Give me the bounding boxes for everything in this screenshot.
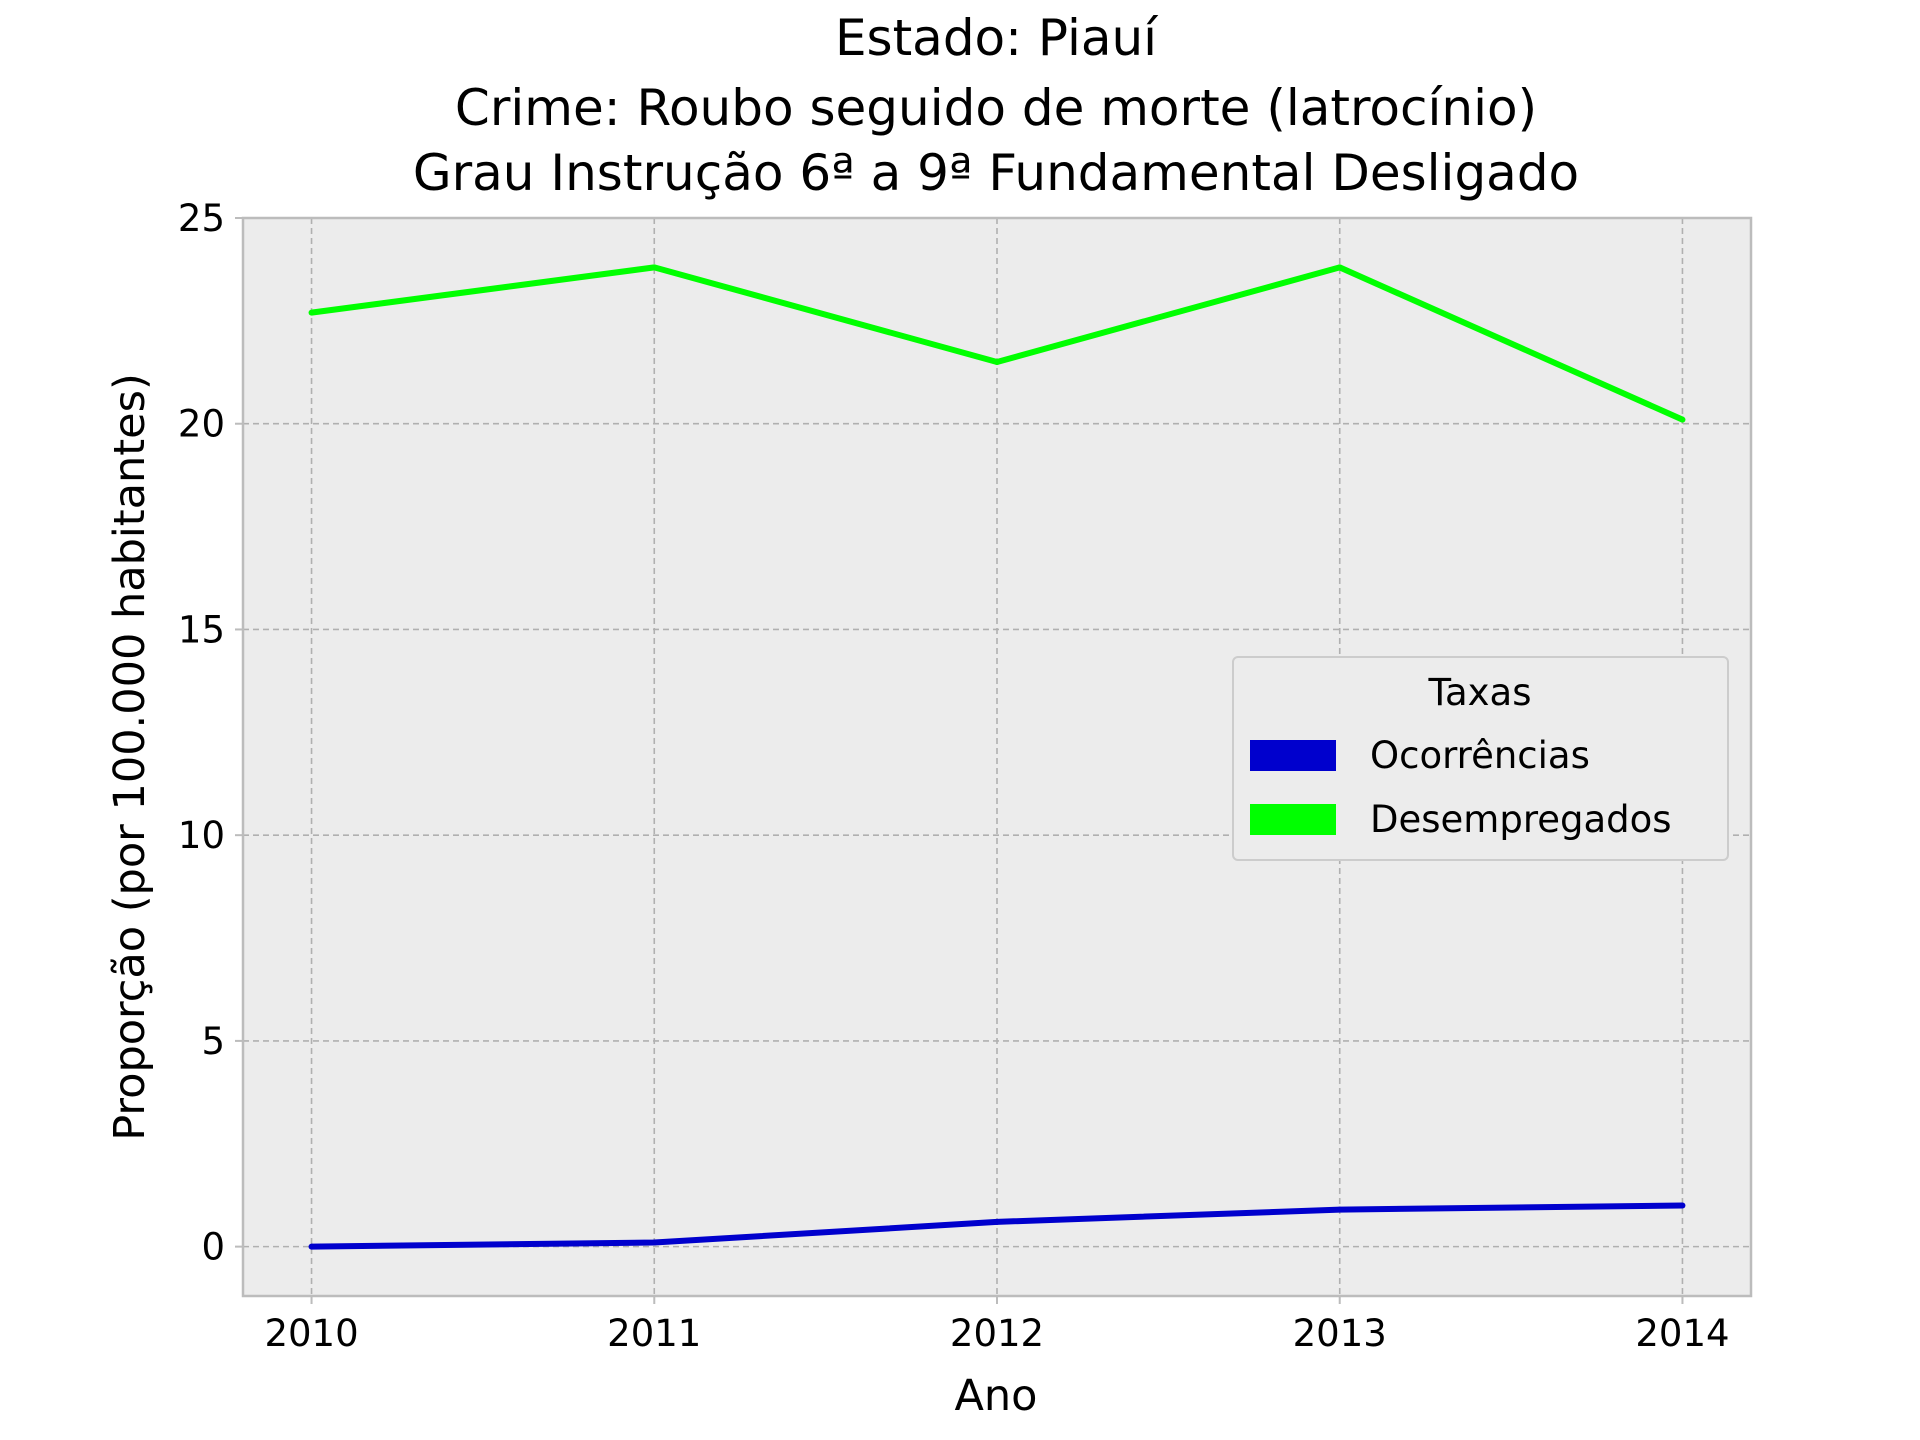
data-point-ocorrencias-2013	[1336, 1206, 1343, 1213]
legend-swatch-ocorrencias	[1250, 740, 1336, 771]
x-tick-label: 2014	[1635, 1312, 1729, 1355]
x-tick-label: 2011	[607, 1312, 701, 1355]
data-point-desempregados-2014	[1679, 416, 1686, 423]
y-tick-label: 20	[178, 403, 225, 446]
x-axis-ticks: 2010 2011 2012 2013 2014	[264, 1296, 1730, 1355]
y-axis-label: Proporção (por 100.000 habitantes)	[105, 373, 155, 1141]
series-layer	[308, 264, 1686, 1250]
y-axis-ticks: 0 5 10 15 20 25	[178, 197, 243, 1269]
y-tick-label: 10	[178, 814, 225, 857]
legend-box	[1232, 656, 1729, 861]
x-tick-label: 2010	[264, 1312, 358, 1355]
y-tick-label: 25	[178, 197, 225, 240]
data-point-desempregados-2012	[994, 359, 1000, 366]
x-axis-label: Ano	[955, 1371, 1038, 1421]
data-point-desempregados-2010	[308, 309, 315, 316]
chart-title: Estado: Piauí Crime: Roubo seguido de mo…	[413, 9, 1579, 202]
legend-swatch-desempregados	[1250, 804, 1336, 835]
title-line-3: Grau Instrução 6ª a 9ª Fundamental Desli…	[413, 144, 1579, 202]
data-point-ocorrencias-2012	[994, 1218, 1000, 1225]
x-tick-label: 2012	[950, 1312, 1044, 1355]
legend: Taxas Ocorrências Desempregados	[1232, 656, 1729, 861]
legend-label-desempregados: Desempregados	[1370, 798, 1672, 841]
data-point-ocorrencias-2010	[308, 1243, 315, 1250]
y-tick-label: 15	[178, 608, 225, 651]
data-point-ocorrencias-2014	[1679, 1202, 1686, 1209]
data-point-ocorrencias-2011	[651, 1239, 658, 1246]
y-tick-label: 5	[201, 1020, 225, 1063]
data-point-desempregados-2011	[651, 264, 658, 271]
legend-label-ocorrencias: Ocorrências	[1370, 734, 1590, 777]
legend-title: Taxas	[1428, 671, 1532, 714]
y-tick-label: 0	[201, 1226, 225, 1269]
x-tick-label: 2013	[1293, 1312, 1387, 1355]
title-line-1: Estado: Piauí	[835, 9, 1159, 67]
title-line-2: Crime: Roubo seguido de morte (latrocíni…	[455, 79, 1537, 137]
data-point-desempregados-2013	[1336, 264, 1343, 271]
